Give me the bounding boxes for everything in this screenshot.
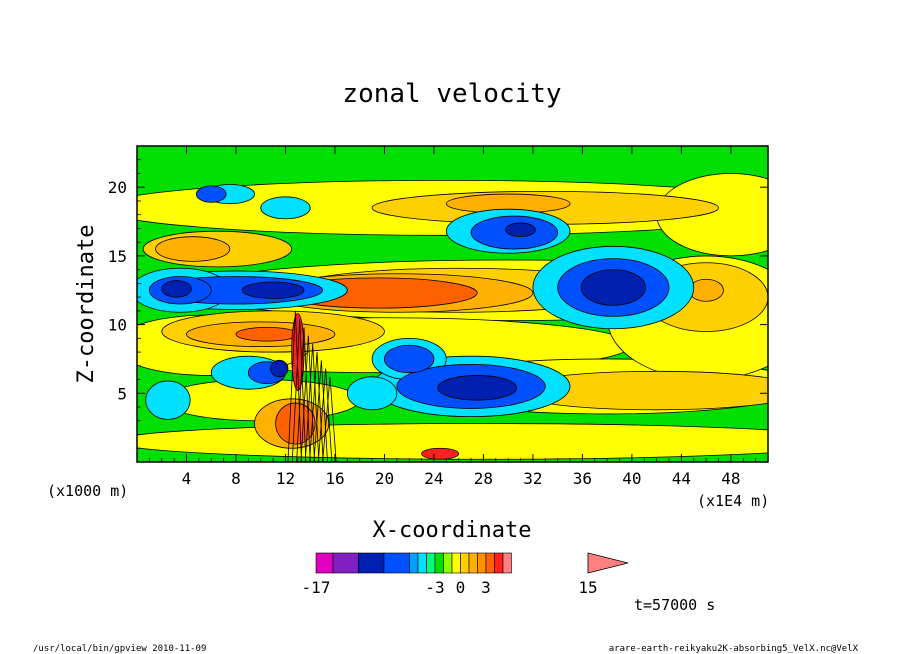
colorbar-label: -17 [302, 578, 331, 597]
x-tick-label: 40 [622, 469, 641, 488]
x-tick-label: 24 [424, 469, 443, 488]
colorbar-segment [358, 552, 385, 574]
colorbar-segment [494, 552, 504, 574]
y-tick-label: 15 [108, 247, 127, 266]
y-tick-label: 20 [108, 178, 127, 197]
colorbar: -17 -3 0 3 15 [302, 552, 629, 597]
colorbar-segment [426, 552, 436, 574]
time-label: t=57000 s [634, 596, 715, 614]
contour-region [580, 269, 646, 306]
colorbar-segment [485, 552, 495, 574]
footer-left: /usr/local/bin/gpview 2010-11-09 [33, 644, 206, 654]
y-tick-label: 10 [108, 316, 127, 335]
colorbar-label: 15 [578, 578, 597, 597]
chart-title: zonal velocity [342, 79, 561, 109]
x-tick-label: 4 [182, 469, 192, 488]
x-axis: 4 8 12 16 20 24 28 32 36 40 44 48 [148, 146, 757, 488]
colorbar-segment [383, 552, 410, 574]
colorbar-segment [477, 552, 487, 574]
contour-region [421, 447, 460, 460]
contour-field [137, 146, 768, 462]
colorbar-segment [443, 552, 453, 574]
colorbar-segment [315, 552, 334, 574]
colorbar-segment [332, 552, 359, 574]
x-tick-label: 36 [573, 469, 592, 488]
contour-region [505, 222, 536, 238]
contour-region [195, 185, 227, 203]
x-tick-label: 32 [523, 469, 542, 488]
colorbar-label: 0 [456, 578, 466, 597]
colorbar-segment [460, 552, 470, 574]
plot-frame [136, 145, 769, 463]
contour-region [241, 281, 305, 299]
colorbar-extension [587, 552, 629, 574]
colorbar-segment [409, 552, 419, 574]
contour-region [346, 376, 398, 411]
contour-region [384, 344, 435, 374]
colorbar-segment [502, 552, 512, 574]
x-tick-label: 28 [474, 469, 493, 488]
contour-region [235, 326, 299, 342]
x-unit-right: (x1E4 m) [697, 492, 769, 510]
contour-region [688, 278, 724, 302]
contour-region [155, 236, 231, 262]
y-axis: 5 10 15 20 [108, 159, 768, 449]
contour-region [437, 375, 518, 401]
x-unit-left: (x1000 m) [47, 482, 128, 500]
contour-region [137, 423, 768, 460]
colorbar-label: 3 [481, 578, 491, 597]
x-tick-label: 20 [375, 469, 394, 488]
footer-right: arare-earth-reikyaku2K-absorbing5_VelX.n… [609, 644, 859, 654]
contour-region [161, 280, 192, 298]
colorbar-label: -3 [425, 578, 444, 597]
y-axis-label: Z-coordinate [74, 225, 99, 384]
y-tick-label: 5 [117, 384, 127, 403]
x-tick-label: 16 [325, 469, 344, 488]
x-tick-label: 48 [721, 469, 740, 488]
contour-region [260, 196, 311, 220]
contour-line [322, 376, 337, 462]
contour-region [270, 359, 289, 378]
contour-region [145, 380, 191, 420]
colorbar-segment [417, 552, 427, 574]
x-tick-label: 12 [276, 469, 295, 488]
colorbar-segment [434, 552, 444, 574]
colorbar-segment [468, 552, 478, 574]
x-axis-label: X-coordinate [373, 518, 532, 543]
x-tick-label: 44 [672, 469, 691, 488]
x-tick-label: 8 [231, 469, 241, 488]
colorbar-segment [451, 552, 461, 574]
contour-line [317, 368, 333, 462]
